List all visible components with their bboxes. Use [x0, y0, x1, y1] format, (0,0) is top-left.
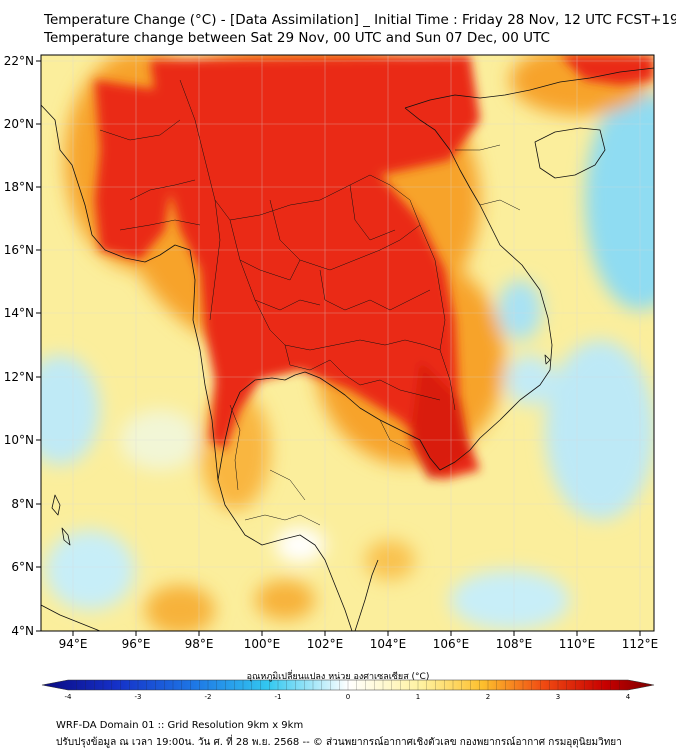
colorbar-tick-label: 3 [556, 693, 560, 701]
lat-label: 8°N [11, 497, 34, 511]
lon-label: 112°E [622, 637, 659, 651]
graticule [41, 55, 654, 631]
colorbar-title: อุณหภูมิเปลี่ยนแปลง หน่วย องศาเซลเซียส (… [246, 672, 430, 682]
colorbar-tick-label: 4 [626, 693, 631, 701]
colorbar-tick-label: -2 [205, 693, 212, 701]
lat-label: 6°N [11, 560, 34, 574]
lon-label: 108°E [496, 637, 533, 651]
axis-ticks [36, 60, 641, 636]
lon-label: 94°E [59, 637, 88, 651]
lon-label: 110°E [559, 637, 596, 651]
lon-label: 104°E [370, 637, 407, 651]
admin-borders [99, 79, 521, 526]
colorbar-tick-label: -3 [135, 693, 142, 701]
lon-labels: 94°E 96°E 98°E 100°E 102°E 104°E 106°E 1… [59, 637, 659, 651]
footer-credit: ปรับปรุงข้อมูล ณ เวลา 19:00น. วัน ศ. ที่… [56, 737, 622, 748]
lat-label: 10°N [4, 433, 34, 447]
footer-model-info: WRF-DA Domain 01 :: Grid Resolution 9km … [56, 720, 304, 731]
lon-label: 96°E [122, 637, 151, 651]
colorbar-ticks: -4 -3 -2 -1 0 1 2 3 4 [65, 693, 631, 701]
lat-labels: 22°N 20°N 18°N 16°N 14°N 12°N 10°N 8°N 6… [4, 54, 34, 638]
colorbar-tick-label: 2 [486, 693, 490, 701]
lat-label: 16°N [4, 243, 34, 257]
map-subtitle: Temperature change between Sat 29 Nov, 0… [44, 30, 550, 46]
colorbar-tick-label: 1 [416, 693, 420, 701]
lat-label: 22°N [4, 54, 34, 68]
colorbar-tick-label: -4 [65, 693, 73, 701]
map-title: Temperature Change (°C) - [Data Assimila… [44, 12, 676, 28]
colorbar-tick-label: 0 [346, 693, 350, 701]
lat-label: 18°N [4, 180, 34, 194]
temperature-field [41, 55, 654, 631]
lat-label: 20°N [4, 117, 34, 131]
colorbar-tick-label: -1 [275, 693, 282, 701]
lon-label: 98°E [185, 637, 214, 651]
lon-label: 100°E [244, 637, 281, 651]
lon-label: 106°E [433, 637, 470, 651]
lat-label: 14°N [4, 306, 34, 320]
lat-label: 12°N [4, 370, 34, 384]
lat-label: 4°N [11, 624, 34, 638]
lon-label: 102°E [307, 637, 344, 651]
colorbar: -4 -3 -2 -1 0 1 2 3 4 [41, 679, 655, 701]
map-frame [40, 54, 655, 632]
coastlines [41, 67, 654, 631]
colorbar-separators [76, 680, 620, 690]
